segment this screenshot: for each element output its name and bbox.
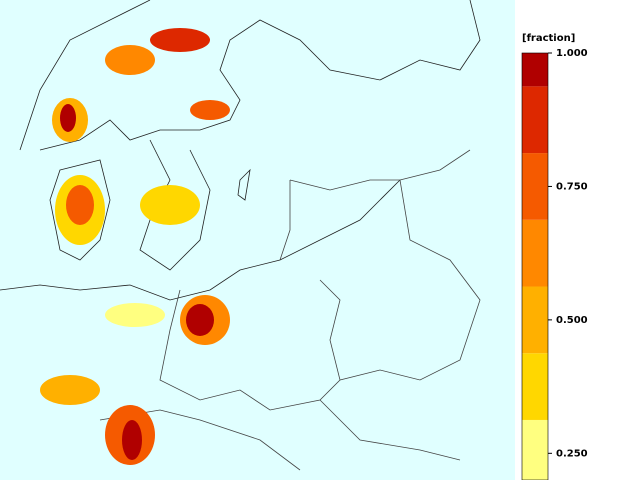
- colorbar-band: [522, 353, 548, 420]
- legend-title: [fraction]: [522, 33, 575, 44]
- field-patch: [40, 375, 100, 405]
- field-patch: [190, 100, 230, 120]
- field-patch: [122, 420, 142, 460]
- colorbar-band: [522, 53, 548, 87]
- colorbar-band: [522, 86, 548, 154]
- colorbar-band: [522, 153, 548, 220]
- field-patch: [140, 185, 200, 225]
- colorbar-band: [522, 419, 548, 480]
- colorbar-tick-label: 0.750: [556, 181, 588, 192]
- field-patch: [150, 28, 210, 52]
- colorbar-tick-label: 1.000: [556, 48, 588, 59]
- colorbar-tick-label: 0.250: [556, 448, 588, 459]
- field-patch: [60, 104, 76, 132]
- colorbar-band: [522, 286, 548, 354]
- colorbar-tick-label: 0.500: [556, 315, 588, 326]
- field-patch: [66, 185, 94, 225]
- coastlines: [0, 0, 481, 301]
- field-patch: [186, 304, 214, 336]
- borders: [99, 149, 481, 471]
- field-patch: [105, 45, 155, 75]
- colorbar-frame: [521, 52, 549, 480]
- fraction-field: [40, 28, 230, 465]
- colorbar-band: [522, 219, 548, 287]
- field-patch: [105, 303, 165, 327]
